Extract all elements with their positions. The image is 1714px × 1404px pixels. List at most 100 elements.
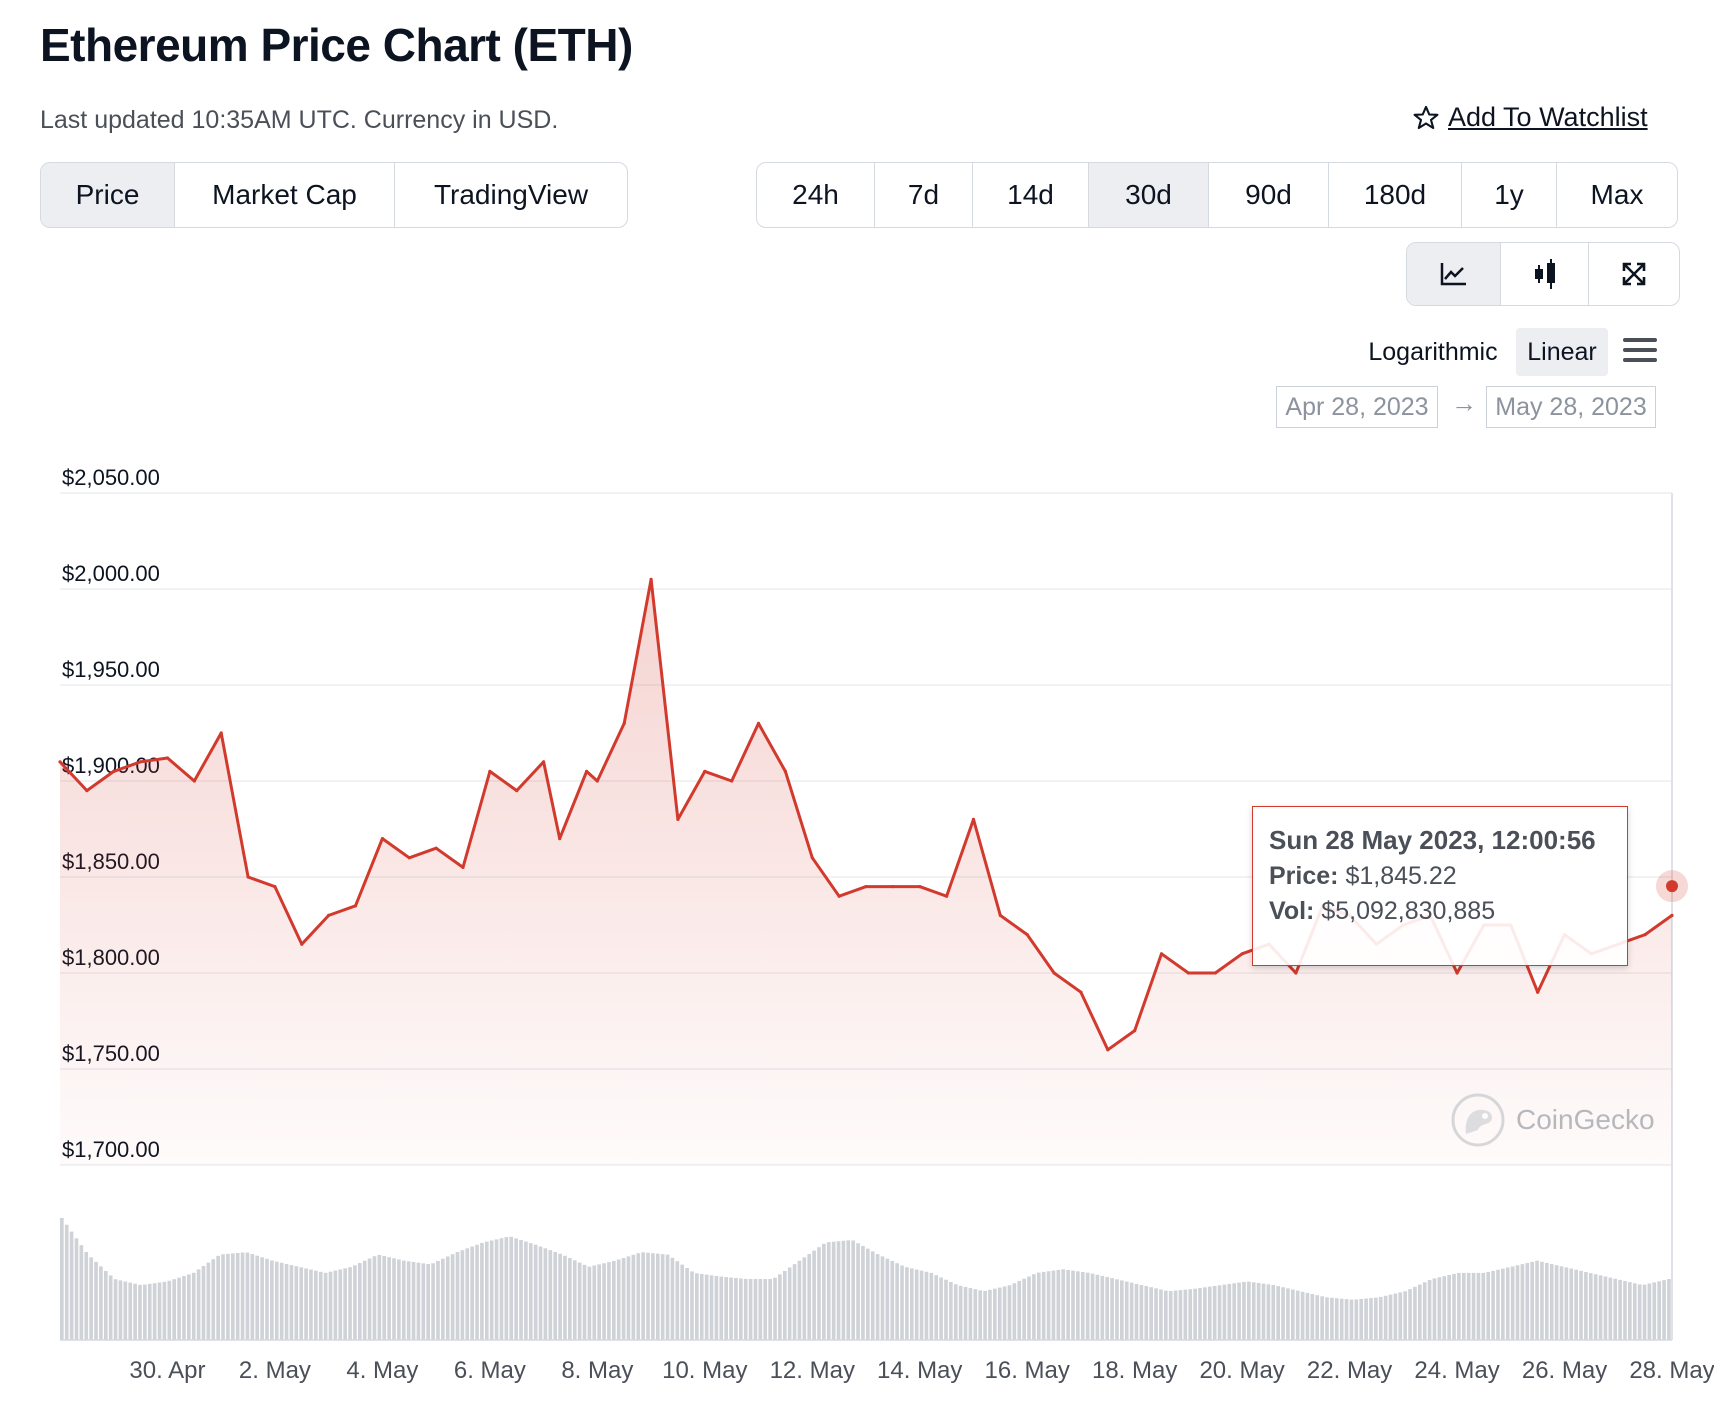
candlestick-icon <box>1534 259 1555 289</box>
tooltip-price-row: Price: $1,845.22 <box>1269 862 1611 891</box>
candlestick-button[interactable] <box>1501 243 1589 305</box>
volume-bar <box>1642 1284 1647 1340</box>
volume-bar <box>919 1270 924 1340</box>
volume-bar <box>1144 1286 1149 1340</box>
volume-bar <box>1354 1299 1359 1340</box>
add-to-watchlist-link[interactable]: Add To Watchlist <box>1412 102 1648 133</box>
volume-bar <box>514 1238 518 1340</box>
volume-bar <box>201 1266 206 1340</box>
y-tick-label: $2,050.00 <box>62 465 160 490</box>
volume-bar <box>299 1267 304 1340</box>
range-max[interactable]: Max <box>1590 179 1644 210</box>
volume-bar <box>1027 1276 1031 1340</box>
volume-bar <box>460 1250 465 1340</box>
volume-bar <box>60 1218 64 1340</box>
volume-bar <box>1217 1285 1222 1340</box>
x-tick-label: 10. May <box>662 1357 747 1384</box>
volume-bar <box>1159 1289 1163 1340</box>
volume-bar <box>1261 1283 1266 1340</box>
range-14d[interactable]: 14d <box>973 163 1089 227</box>
volume-bar <box>431 1263 435 1340</box>
chart-menu-button[interactable] <box>1620 328 1660 372</box>
range-24h[interactable]: 24h <box>757 163 875 227</box>
volume-bar <box>348 1267 352 1340</box>
volume-bar <box>103 1270 108 1340</box>
volume-bar <box>152 1283 157 1340</box>
volume-bar <box>1447 1274 1451 1340</box>
last-updated-text: Last updated 10:35AM UTC. Currency in US… <box>40 106 559 134</box>
volume-bar <box>411 1261 416 1340</box>
volume-bar <box>538 1246 543 1340</box>
range-30d[interactable]: 30d <box>1089 163 1209 227</box>
volume-bar <box>372 1256 377 1340</box>
range-7d[interactable]: 7d <box>875 163 973 227</box>
volume-bar <box>1603 1276 1608 1340</box>
date-to-input[interactable]: May 28, 2023 <box>1486 386 1656 428</box>
volume-bar <box>426 1264 431 1340</box>
range-90d[interactable]: 90d <box>1209 163 1329 227</box>
volume-bar <box>382 1256 387 1340</box>
logarithmic-toggle[interactable]: Logarithmic <box>1368 337 1498 366</box>
x-tick-label: 18. May <box>1092 1357 1177 1384</box>
range-180d[interactable]: 180d <box>1329 163 1462 227</box>
volume-bar <box>1090 1273 1095 1340</box>
price-area <box>60 579 1672 1165</box>
price-point <box>300 942 304 946</box>
tab-price[interactable]: Price <box>41 163 175 227</box>
volume-bar <box>362 1260 367 1340</box>
volume-bar <box>602 1263 606 1340</box>
line-chart-button[interactable] <box>1407 243 1501 305</box>
x-tick-label: 28. May <box>1629 1357 1714 1384</box>
tab-tradingview[interactable]: TradingView <box>433 179 589 210</box>
price-point <box>837 894 841 898</box>
volume-bar <box>211 1259 216 1340</box>
volume-bar <box>1623 1281 1627 1340</box>
volume-bar <box>450 1254 455 1340</box>
volume-bar <box>1051 1270 1056 1340</box>
price-point <box>1455 971 1459 975</box>
volume-bar <box>738 1278 743 1340</box>
volume-bar <box>866 1248 870 1340</box>
volume-bar <box>187 1274 191 1340</box>
volume-bar <box>206 1262 211 1340</box>
line-chart-icon <box>1440 263 1466 286</box>
linear-toggle[interactable]: Linear <box>1516 328 1608 376</box>
volume-bar <box>607 1262 611 1340</box>
volume-bar <box>172 1279 177 1340</box>
volume-bar <box>1183 1289 1188 1340</box>
volume-bar <box>1628 1282 1632 1340</box>
volume-bar <box>216 1255 220 1340</box>
volume-bar <box>655 1253 660 1340</box>
volume-bar <box>944 1279 948 1340</box>
volume-bar <box>846 1240 851 1340</box>
volume-bar <box>909 1268 914 1340</box>
volume-bar <box>250 1254 255 1340</box>
volume-bar <box>1510 1266 1515 1340</box>
volume-bar <box>1320 1296 1324 1340</box>
volume-bar <box>1110 1278 1114 1340</box>
volume-bar <box>528 1243 533 1340</box>
volume-bar <box>421 1263 426 1340</box>
date-from-input[interactable]: Apr 28, 2023 <box>1276 386 1438 428</box>
volume-bar <box>983 1290 987 1340</box>
volume-bar <box>1632 1283 1637 1340</box>
tab-market-cap[interactable]: Market Cap <box>175 163 395 227</box>
volume-bar <box>182 1276 186 1340</box>
volume-bar <box>177 1277 181 1340</box>
volume-bar <box>651 1253 655 1340</box>
fullscreen-button[interactable] <box>1589 243 1679 305</box>
volume-bar <box>1330 1297 1334 1340</box>
volume-bar <box>719 1276 724 1340</box>
volume-bar <box>533 1244 538 1340</box>
price-point <box>192 779 196 783</box>
price-point <box>649 577 653 582</box>
range-1y[interactable]: 1y <box>1462 163 1557 227</box>
volume-bar <box>1535 1260 1539 1340</box>
y-tick-label: $2,000.00 <box>62 561 160 586</box>
volume-bar <box>1041 1271 1046 1340</box>
volume-bar <box>1315 1295 1320 1340</box>
volume-bar <box>885 1258 890 1340</box>
volume-bar <box>309 1269 313 1340</box>
volume-bar <box>343 1268 347 1340</box>
